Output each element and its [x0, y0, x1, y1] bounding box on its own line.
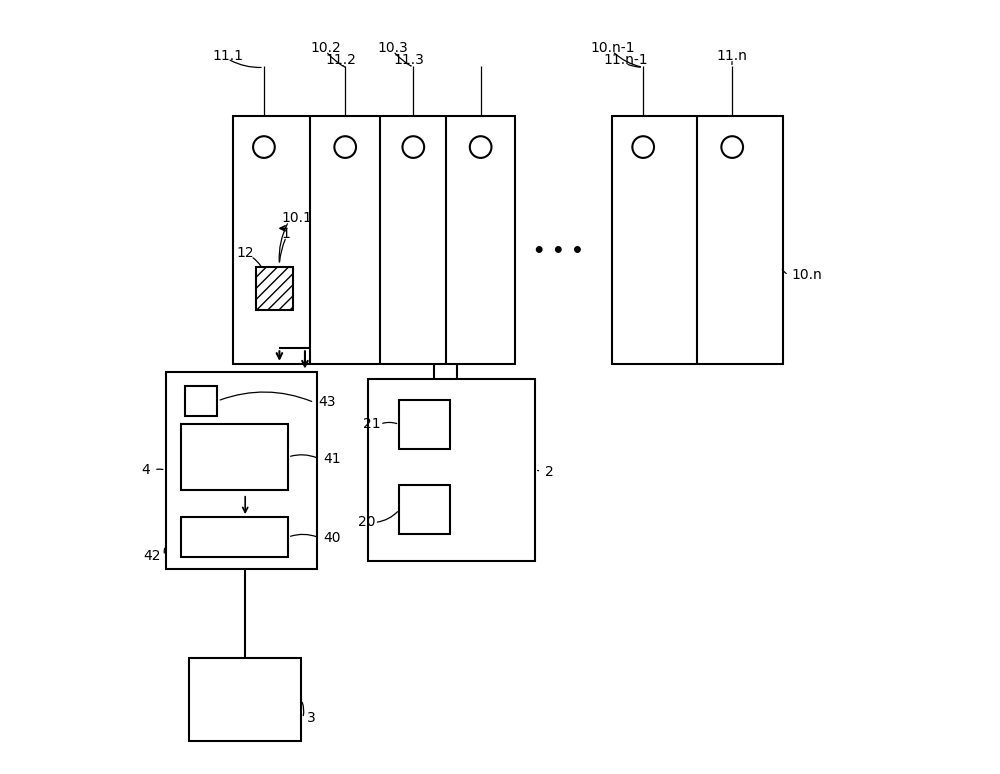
Text: 11.1: 11.1	[212, 49, 243, 63]
Text: 41: 41	[324, 452, 341, 466]
Bar	[181, 517, 288, 557]
Text: 10.1: 10.1	[282, 211, 313, 225]
Text: 20: 20	[358, 515, 375, 529]
Bar	[399, 400, 450, 449]
Text: 11.n: 11.n	[717, 49, 748, 63]
Bar	[368, 379, 535, 561]
Text: 12: 12	[237, 246, 254, 260]
Bar	[612, 116, 783, 364]
Text: 42: 42	[143, 549, 161, 563]
Bar	[189, 658, 301, 741]
Text: 4: 4	[141, 463, 150, 477]
Text: 3: 3	[306, 711, 315, 725]
Text: 10.n: 10.n	[791, 268, 822, 282]
Text: 10.n-1: 10.n-1	[590, 41, 634, 55]
Text: 43: 43	[318, 396, 336, 409]
Bar	[166, 372, 317, 569]
Bar	[185, 386, 217, 416]
Text: 10.3: 10.3	[378, 41, 409, 55]
Bar	[233, 116, 515, 364]
Text: 10.2: 10.2	[310, 41, 341, 55]
Bar	[181, 424, 288, 490]
Text: 2: 2	[545, 465, 554, 479]
Text: • • •: • • •	[533, 242, 583, 261]
Text: 11.2: 11.2	[326, 53, 357, 67]
Text: 1: 1	[282, 227, 291, 241]
Bar	[256, 267, 293, 310]
Text: 11.n-1: 11.n-1	[603, 53, 648, 67]
Text: 21: 21	[363, 417, 381, 431]
Bar	[399, 485, 450, 534]
Text: 11.3: 11.3	[393, 53, 424, 67]
Text: 40: 40	[324, 531, 341, 545]
